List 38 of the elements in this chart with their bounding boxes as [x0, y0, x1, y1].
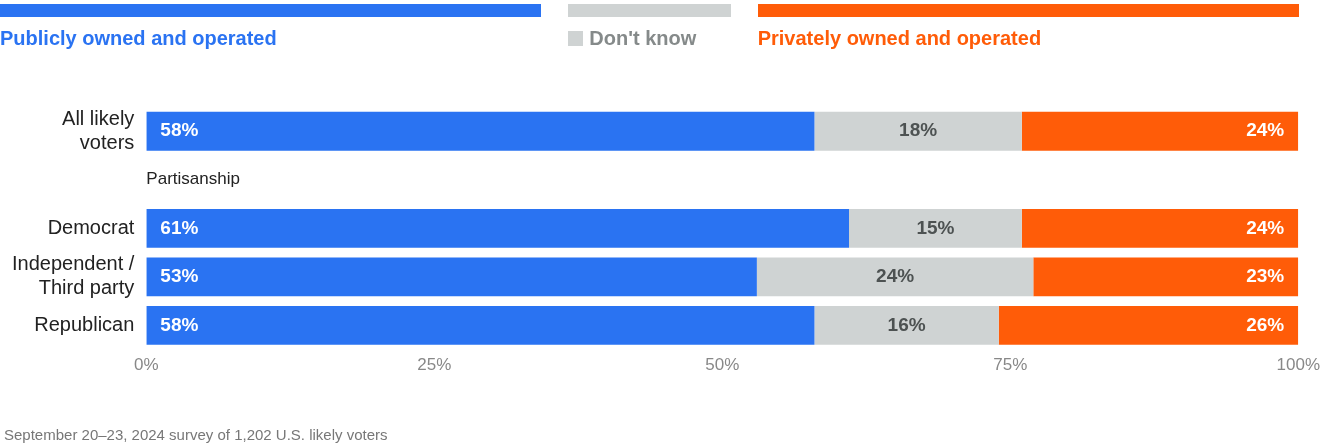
- bar: [146, 208, 850, 248]
- data-label: 15%: [916, 216, 955, 238]
- data-label: 23%: [1246, 265, 1285, 287]
- bar: [146, 305, 815, 345]
- data-label: 24%: [876, 265, 915, 287]
- bar: [814, 111, 1022, 151]
- bar: [1021, 208, 1299, 248]
- x-tick-label: 50%: [705, 355, 740, 375]
- annotation: Partisanship: [146, 169, 240, 189]
- text: September 20–23, 2024 survey of 1,202 U.S. likely voters: [4, 426, 388, 443]
- data-label: 24%: [1246, 216, 1285, 238]
- text: Publicly owned and operated: [0, 27, 277, 49]
- bar: [998, 305, 1299, 345]
- data-label: 26%: [1246, 313, 1285, 335]
- data-label: 53%: [160, 265, 199, 287]
- legend-label: Don't know: [589, 27, 697, 49]
- data-label: 58%: [160, 119, 199, 141]
- x-tick-label: 100%: [1276, 355, 1320, 375]
- x-tick-label: 25%: [417, 355, 452, 375]
- y-tick-label: All likely voters: [62, 106, 135, 153]
- text: Privately owned and operated: [757, 27, 1042, 49]
- bar: [814, 305, 999, 345]
- data-label: 16%: [887, 313, 926, 335]
- y-tick-label: Republican: [34, 312, 135, 335]
- bar: [756, 257, 1034, 297]
- y-tick-label: Democrat: [47, 215, 135, 238]
- y-tick-label: Independent / Third party: [11, 252, 135, 299]
- bar: [1033, 257, 1299, 297]
- data-label: 58%: [160, 313, 199, 335]
- data-label: 18%: [899, 119, 938, 141]
- x-tick-label: 75%: [993, 355, 1028, 375]
- data-label: 24%: [1246, 119, 1285, 141]
- bar: [1021, 111, 1299, 151]
- x-tick-label: 0%: [134, 355, 159, 375]
- bar: [146, 257, 757, 297]
- data-label: 61%: [160, 216, 199, 238]
- bar: [146, 111, 815, 151]
- bar: [849, 208, 1022, 248]
